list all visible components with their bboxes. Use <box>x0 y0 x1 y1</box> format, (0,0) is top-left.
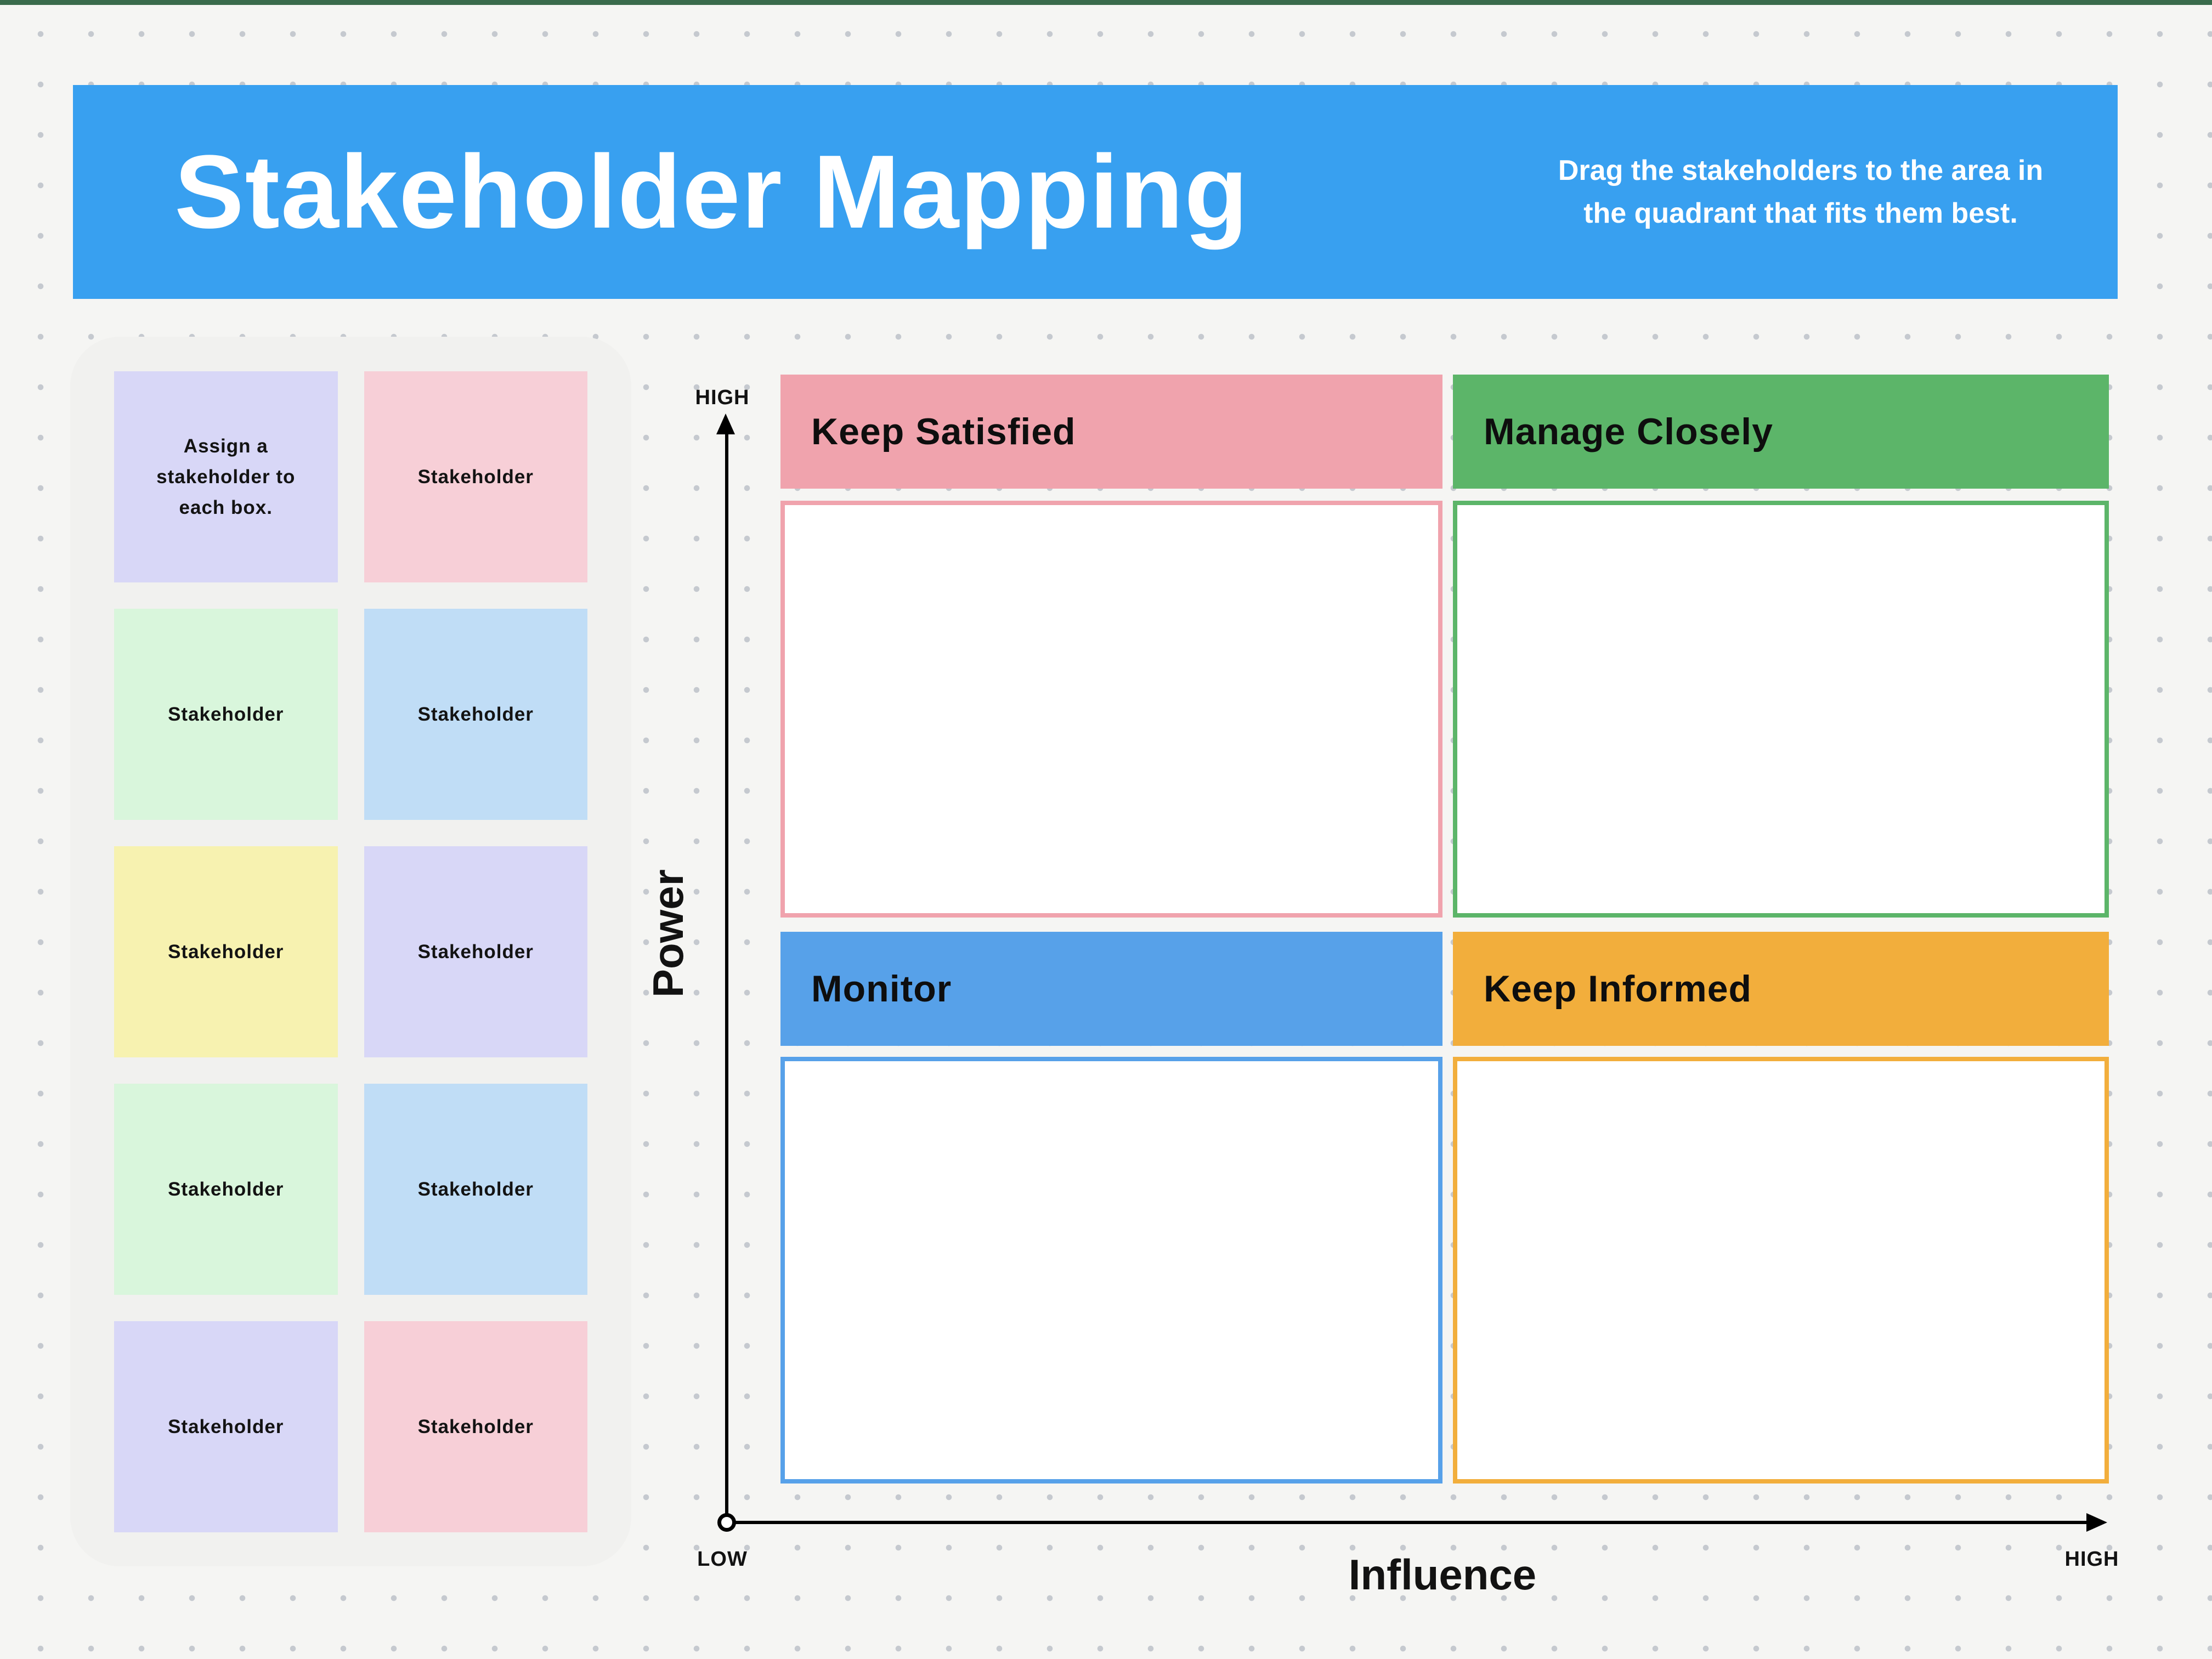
sticky-note[interactable]: Stakeholder <box>114 1321 338 1532</box>
axis-low-label: LOW <box>697 1548 748 1571</box>
quadrant-header-monitor: Monitor <box>780 932 1442 1046</box>
drag-instructions-line1: Drag the stakeholders to the area in <box>1558 155 2044 186</box>
y-axis-high-label: HIGH <box>695 386 750 409</box>
quadrant-header-manage-closely: Manage Closely <box>1453 375 2109 489</box>
x-axis-label-influence: Influence <box>1348 1550 1537 1599</box>
sticky-note[interactable]: Stakeholder <box>364 1084 587 1295</box>
quadrant-dropzone-manage-closely[interactable] <box>1453 501 2109 918</box>
quadrant-dropzone-keep-satisfied[interactable] <box>780 501 1442 918</box>
x-axis-high-label: HIGH <box>2064 1548 2119 1571</box>
sticky-note[interactable]: Stakeholder <box>114 1084 338 1295</box>
sticky-note-assign-instruction[interactable]: Assign a stakeholder to each box. <box>114 371 338 582</box>
x-axis-line <box>736 1521 2090 1524</box>
quadrant-label: Keep Satisfied <box>811 411 1076 452</box>
sticky-note[interactable]: Stakeholder <box>114 846 338 1057</box>
y-axis-label-power: Power <box>643 869 692 998</box>
sticky-note-text: Assign a stakeholder to each box. <box>156 435 296 518</box>
sticky-note-text: Stakeholder <box>417 703 534 725</box>
sticky-note-text: Stakeholder <box>168 703 284 725</box>
sticky-note-text: Stakeholder <box>417 1415 534 1437</box>
drag-instructions: Drag the stakeholders to the area in the… <box>1461 85 2141 299</box>
quadrant-dropzone-monitor[interactable] <box>780 1057 1442 1484</box>
sticky-note-text: Stakeholder <box>168 1415 284 1437</box>
quadrant-label: Monitor <box>811 968 952 1010</box>
y-axis-line <box>725 431 728 1522</box>
sticky-note-text: Stakeholder <box>417 466 534 488</box>
drag-instructions-line2: the quadrant that fits them best. <box>1583 197 2018 229</box>
sticky-note-text: Stakeholder <box>417 941 534 962</box>
quadrant-label: Manage Closely <box>1484 411 1773 452</box>
x-axis-arrowhead-icon <box>2086 1513 2107 1532</box>
y-axis-arrowhead-icon <box>716 414 735 434</box>
sticky-note[interactable]: Stakeholder <box>364 846 587 1057</box>
sticky-note-text: Stakeholder <box>168 941 284 962</box>
quadrant-header-keep-informed: Keep Informed <box>1453 932 2109 1046</box>
sticky-note[interactable]: Stakeholder <box>364 609 587 820</box>
sticky-note[interactable]: Stakeholder <box>364 1321 587 1532</box>
header-banner: Stakeholder Mapping Drag the stakeholder… <box>73 85 2118 299</box>
stakeholder-palette: Assign a stakeholder to each box. Stakeh… <box>70 337 631 1566</box>
sticky-note-text: Stakeholder <box>168 1178 284 1200</box>
window-top-strip <box>0 0 2212 5</box>
sticky-note[interactable]: Stakeholder <box>114 609 338 820</box>
sticky-note-text: Stakeholder <box>417 1178 534 1200</box>
quadrant-dropzone-keep-informed[interactable] <box>1453 1057 2109 1484</box>
page-title: Stakeholder Mapping <box>174 134 1249 250</box>
quadrant-label: Keep Informed <box>1484 968 1752 1010</box>
quadrant-header-keep-satisfied: Keep Satisfied <box>780 375 1442 489</box>
axis-origin-marker <box>717 1513 736 1532</box>
sticky-note[interactable]: Stakeholder <box>364 371 587 582</box>
